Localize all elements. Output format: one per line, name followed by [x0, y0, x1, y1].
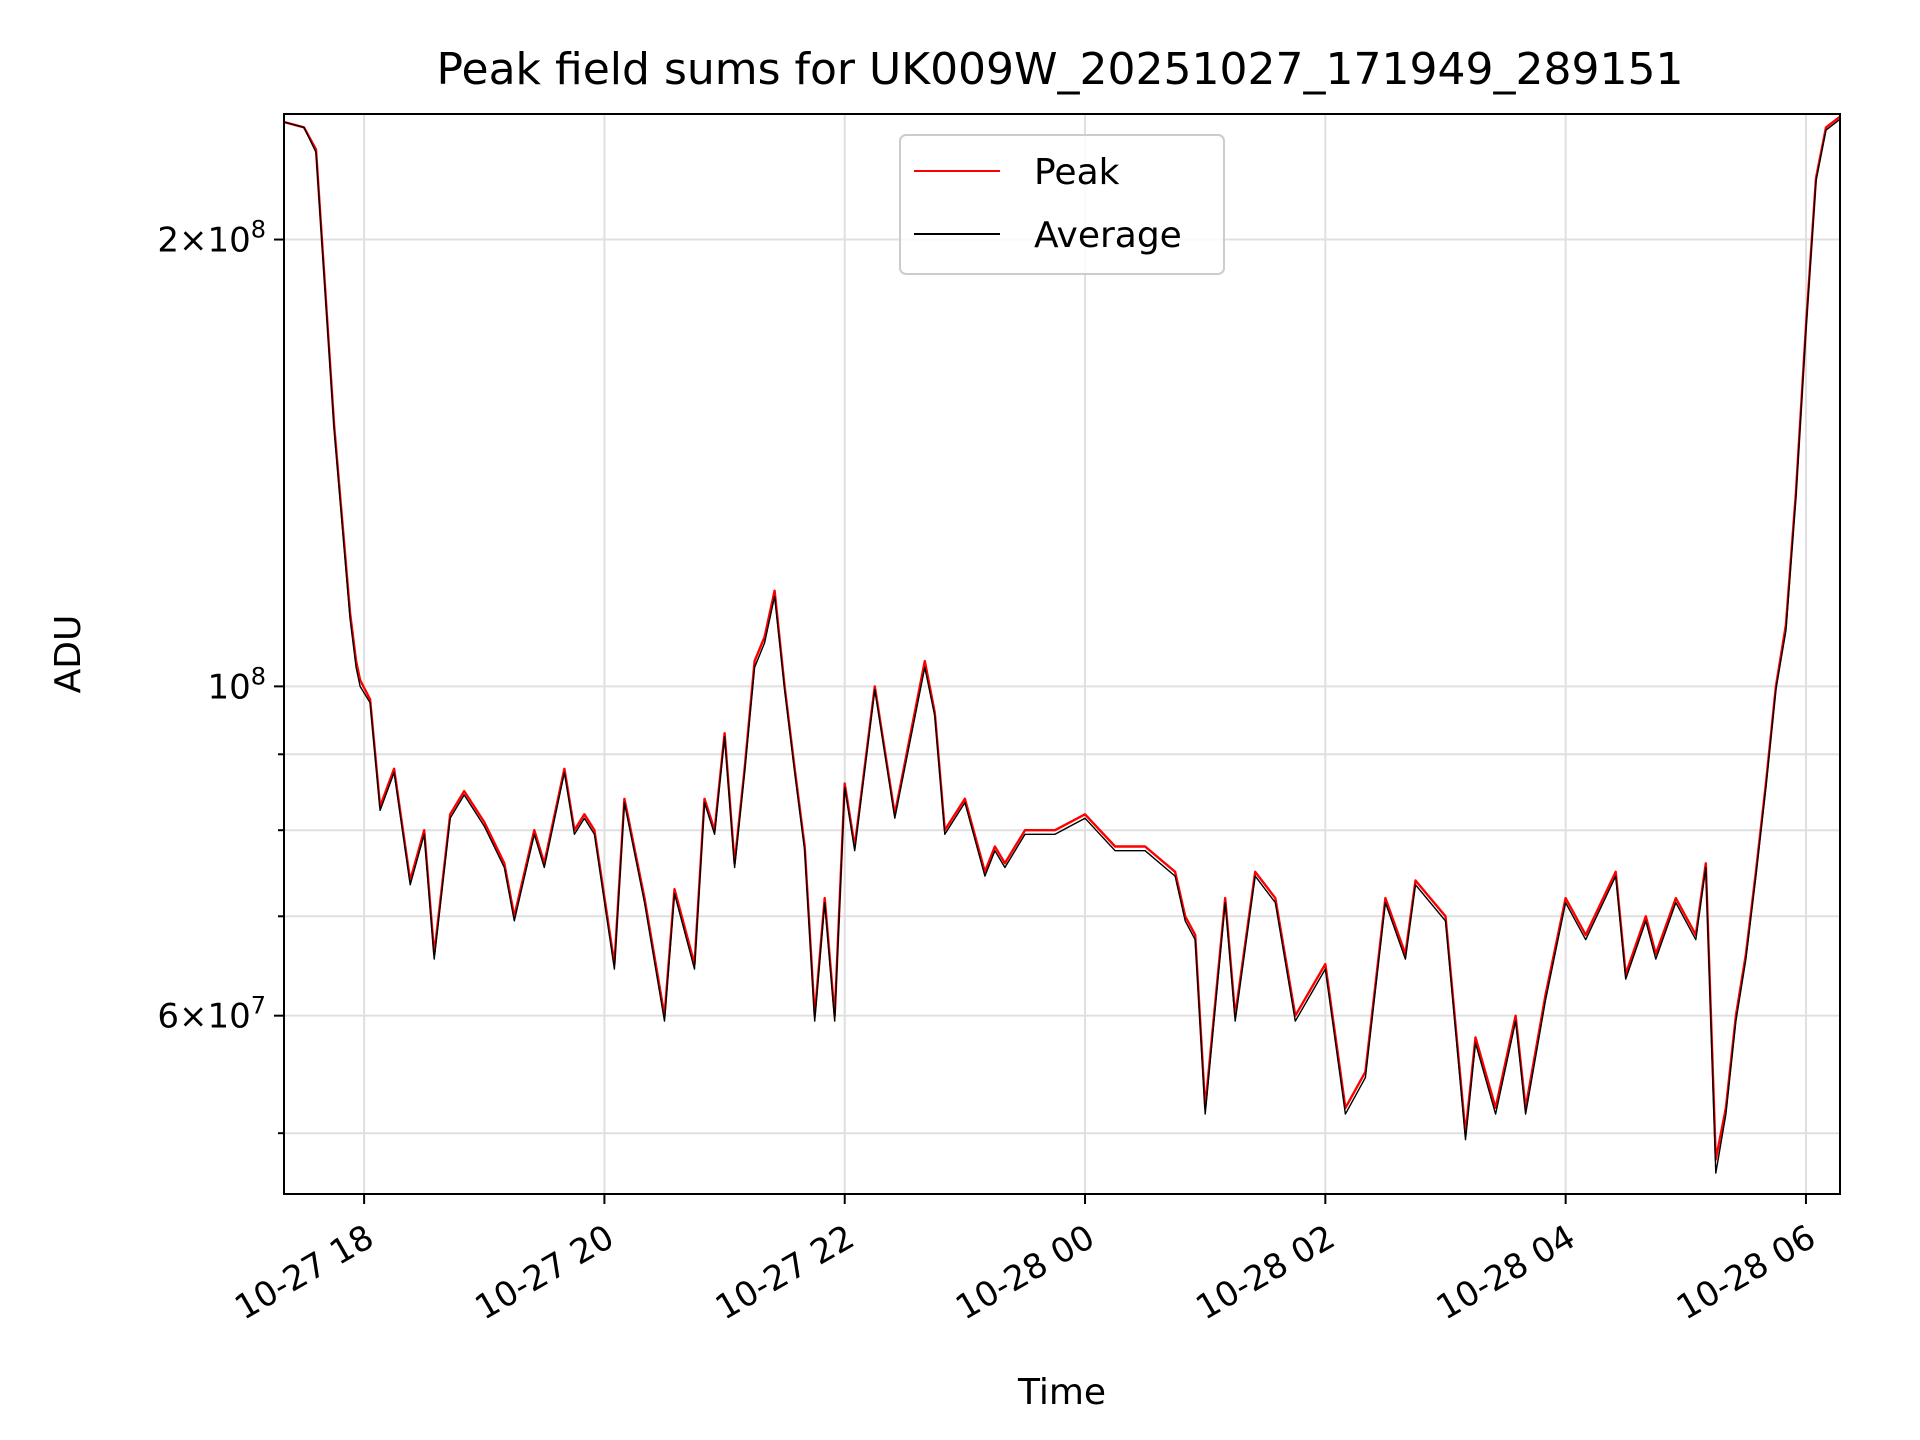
chart-title: Peak field sums for UK009W_20251027_1719…: [437, 44, 1684, 95]
legend-label-average: Average: [1034, 215, 1182, 256]
series-line-peak: [284, 115, 1840, 1161]
y-tick-label: 2×108: [157, 216, 266, 261]
axes-frame: [283, 113, 1841, 1195]
legend: Peak Average: [899, 134, 1225, 275]
y-axis-label: ADU: [48, 615, 89, 694]
legend-label-peak: Peak: [1034, 152, 1120, 193]
x-axis-label: Time: [1017, 1372, 1106, 1413]
plot-area: [284, 115, 1840, 1174]
series-line-average: [284, 118, 1840, 1174]
y-tick-label: 108: [207, 662, 266, 707]
y-tick-label: 6×107: [157, 992, 266, 1037]
legend-box: [899, 134, 1225, 275]
